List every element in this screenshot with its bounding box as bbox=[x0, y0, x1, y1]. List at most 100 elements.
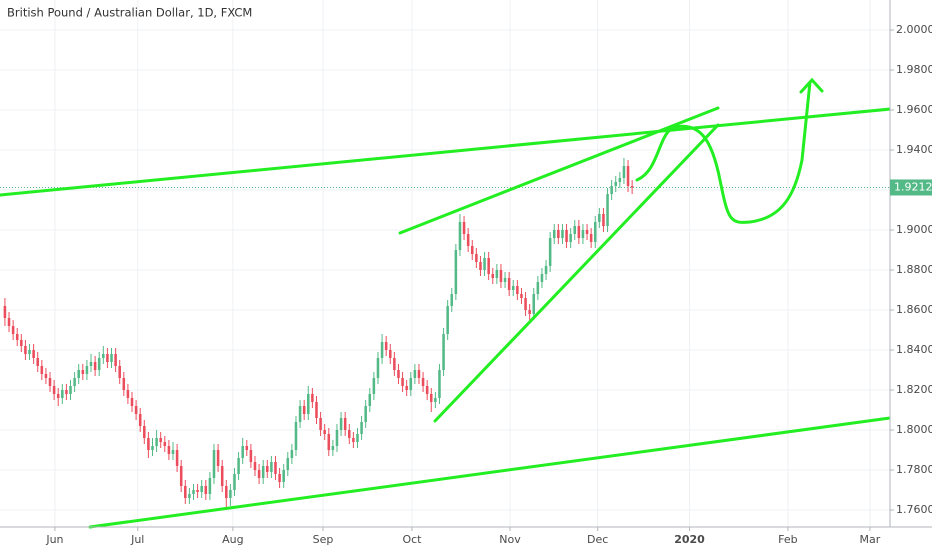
candle-body bbox=[196, 490, 199, 492]
candle-body bbox=[573, 226, 577, 234]
candle-body bbox=[503, 278, 507, 282]
x-tick-label: Dec bbox=[587, 533, 608, 546]
x-tick-label: Aug bbox=[222, 533, 243, 546]
candle-body bbox=[405, 386, 408, 390]
candle-body bbox=[470, 246, 474, 254]
candle-body bbox=[331, 446, 335, 450]
candle-body bbox=[81, 370, 85, 374]
chart-title: British Pound / Australian Dollar, 1D, F… bbox=[7, 6, 252, 20]
candle-body bbox=[434, 398, 437, 402]
candle-body bbox=[200, 486, 203, 492]
price-axis bbox=[890, 0, 932, 550]
candle-body bbox=[491, 274, 495, 278]
candle-body bbox=[356, 434, 359, 442]
candle-body bbox=[40, 366, 44, 374]
candle-body bbox=[302, 406, 306, 414]
candle-body bbox=[249, 450, 253, 462]
candle-body bbox=[450, 294, 454, 306]
y-tick-label: 1.82000 bbox=[896, 383, 932, 396]
candle-body bbox=[225, 486, 228, 498]
y-tick-label: 1.96000 bbox=[896, 103, 932, 116]
candle-body bbox=[425, 386, 429, 394]
y-tick-label: 1.84000 bbox=[896, 343, 932, 356]
candle-body bbox=[417, 370, 421, 378]
y-tick-label: 1.80000 bbox=[896, 423, 932, 436]
candle-body bbox=[626, 166, 630, 186]
y-tick-label: 1.76000 bbox=[896, 503, 932, 516]
candle-body bbox=[7, 318, 11, 326]
candle-body bbox=[348, 430, 351, 438]
candle-body bbox=[606, 194, 609, 226]
candle-body bbox=[577, 226, 581, 238]
candle-body bbox=[335, 430, 339, 446]
candle-body bbox=[65, 390, 68, 394]
x-tick-label: Jun bbox=[45, 533, 63, 546]
candle-body bbox=[581, 230, 585, 238]
candle-body bbox=[3, 306, 7, 318]
candle-body bbox=[429, 394, 433, 402]
candle-body bbox=[618, 178, 622, 182]
candle-body bbox=[458, 222, 462, 250]
candle-body bbox=[540, 274, 544, 282]
candle-body bbox=[561, 230, 564, 238]
x-tick-label: 2020 bbox=[674, 533, 705, 546]
candle-body bbox=[528, 310, 531, 314]
candle-body bbox=[274, 462, 277, 474]
candle-body bbox=[216, 450, 220, 466]
y-tick-label: 1.88000 bbox=[896, 263, 932, 276]
candle-body bbox=[159, 438, 162, 442]
candle-body bbox=[114, 354, 117, 366]
candle-body bbox=[188, 494, 191, 498]
candle-body bbox=[204, 486, 208, 494]
candle-body bbox=[147, 438, 150, 450]
candle-body bbox=[569, 234, 572, 242]
candle-body bbox=[237, 458, 240, 474]
candle-body bbox=[175, 450, 179, 466]
candle-body bbox=[298, 406, 302, 422]
candle-body bbox=[479, 262, 482, 270]
candle-body bbox=[462, 222, 466, 234]
candle-body bbox=[593, 222, 597, 242]
candle-body bbox=[598, 214, 601, 222]
x-tick-label: Mar bbox=[860, 533, 881, 546]
candle-body bbox=[552, 230, 556, 238]
candle-body bbox=[544, 266, 548, 274]
candle-body bbox=[372, 378, 376, 394]
candle-body bbox=[36, 358, 39, 366]
x-tick-label: Oct bbox=[402, 533, 422, 546]
candle-body bbox=[352, 438, 355, 442]
candle-body bbox=[212, 450, 216, 478]
last-price-label: 1.92126 bbox=[894, 180, 932, 193]
candle-body bbox=[438, 370, 441, 398]
candle-body bbox=[270, 462, 273, 472]
candle-body bbox=[282, 470, 285, 482]
candle-body bbox=[614, 182, 618, 186]
last-price-box bbox=[890, 179, 932, 196]
candle-body bbox=[257, 470, 261, 478]
candles bbox=[0, 158, 890, 510]
candle-body bbox=[532, 294, 536, 314]
candle-body bbox=[364, 406, 367, 422]
candle-body bbox=[118, 366, 121, 378]
candle-body bbox=[548, 238, 552, 266]
candle-body bbox=[589, 234, 593, 242]
candle-body bbox=[290, 450, 294, 458]
candle-body bbox=[323, 430, 326, 434]
candle-body bbox=[475, 254, 478, 262]
candle-body bbox=[602, 214, 605, 226]
candle-body bbox=[138, 414, 142, 426]
candle-body bbox=[409, 378, 413, 390]
candle-body bbox=[184, 486, 187, 498]
x-tick-label: Sep bbox=[313, 533, 334, 546]
y-tick-label: 2.00000 bbox=[896, 23, 932, 36]
candle-body bbox=[524, 298, 527, 310]
candle-body bbox=[171, 450, 175, 454]
candle-body bbox=[278, 474, 281, 482]
candle-body bbox=[520, 294, 523, 298]
candle-body bbox=[413, 370, 417, 378]
candle-body bbox=[630, 186, 634, 188]
channel-bottom bbox=[88, 416, 892, 529]
candle-body bbox=[585, 230, 589, 234]
candle-body bbox=[208, 478, 212, 494]
candle-body bbox=[610, 186, 613, 194]
